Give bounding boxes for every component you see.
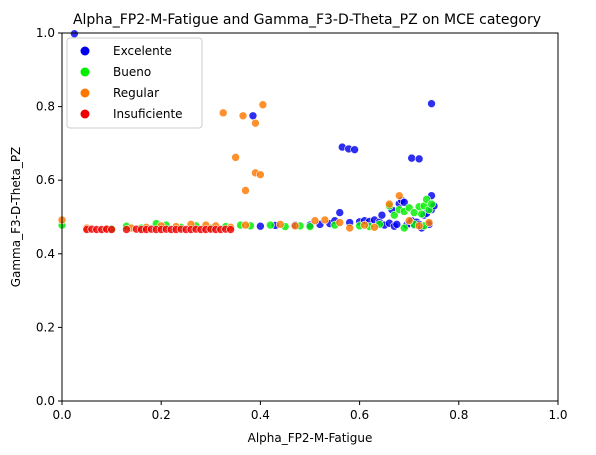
point-regular [258,100,268,110]
chart-title: Alpha_FP2-M-Fatigue and Gamma_F3-D-Theta… [73,12,541,28]
point-insuficiente [226,225,235,234]
point-excelente [70,29,79,39]
point-excelente [399,197,409,207]
point-bueno [399,223,409,233]
point-regular [385,199,394,209]
y-tick-label: 0.0 [36,394,55,408]
legend-label-regular: Regular [113,86,159,100]
point-regular [360,220,369,230]
points-layer [57,29,439,234]
point-regular [424,218,434,227]
point-regular [414,221,424,231]
point-excelente [407,153,416,163]
legend-box [66,37,203,129]
y-tick-label: 0.8 [36,100,55,114]
y-tick-label: 0.6 [36,173,55,187]
y-tick-label: 0.2 [36,320,55,334]
point-excelente [427,99,436,108]
point-bueno [305,222,315,231]
point-excelente [256,221,265,231]
point-regular [310,216,320,225]
legend-marker-bueno [80,67,90,77]
legend: Excelente Bueno Regular Insuficiente [66,37,203,129]
x-tick-label: 1.0 [548,408,567,422]
point-regular [275,220,285,229]
point-regular [238,111,248,121]
x-tick-label: 0.6 [350,408,369,422]
legend-label-excelente: Excelente [113,44,172,58]
point-regular [345,223,354,233]
point-regular [241,220,250,230]
x-tick-label: 0.0 [52,408,71,422]
point-regular [394,191,404,200]
y-axis-ticks: 0.0 0.2 0.4 0.6 0.8 1.0 [36,26,62,408]
point-excelente [248,111,258,121]
point-regular [218,108,228,118]
point-regular [320,215,330,225]
point-insuficiente [122,225,131,234]
point-regular [256,170,265,179]
point-regular [335,218,345,227]
legend-marker-regular [80,88,90,98]
y-tick-label: 1.0 [36,26,55,40]
point-excelente [414,154,424,164]
x-axis-label: Alpha_FP2-M-Fatigue [248,431,373,445]
point-regular [404,216,414,225]
legend-label-insuficiente: Insuficiente [113,107,183,121]
legend-marker-insuficiente [80,109,90,119]
point-bueno [427,199,436,209]
y-tick-label: 0.4 [36,247,55,261]
point-bueno [417,209,426,219]
point-regular [290,221,300,231]
point-excelente [350,145,359,154]
point-insuficiente [107,225,116,234]
point-excelente [392,220,402,229]
point-regular [231,153,240,162]
point-regular [241,186,250,195]
point-regular [370,223,379,232]
point-excelente [335,208,345,217]
legend-marker-excelente [80,46,90,56]
x-tick-label: 0.2 [152,408,171,422]
x-tick-label: 0.8 [449,408,468,422]
point-excelente [377,210,387,220]
x-axis-ticks: 0.0 0.2 0.4 0.6 0.8 1.0 [52,401,568,422]
plot-frame [61,32,559,402]
y-axis-label: Gamma_F3-D-Theta_PZ [9,147,23,288]
legend-label-bueno: Bueno [113,65,151,79]
point-regular [251,118,260,128]
point-bueno [266,220,275,230]
point-bueno [390,210,399,220]
x-tick-label: 0.4 [251,408,270,422]
